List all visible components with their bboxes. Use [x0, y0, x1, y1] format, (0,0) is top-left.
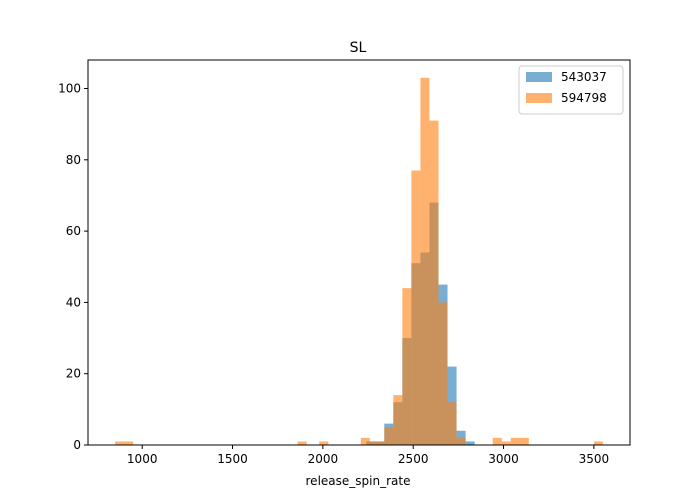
legend: 543037 594798: [518, 65, 624, 115]
histogram-bar-series-1-bin-6: [384, 427, 394, 445]
histogram-bar-series-1-bin-5: [375, 441, 385, 445]
histogram-bar-series-1-bin-16: [501, 441, 511, 445]
histogram-bar-series-1-bin-2: [319, 441, 329, 445]
y-tick-label: 60: [66, 224, 81, 238]
histogram-bar-series-1-bin-12: [438, 302, 448, 445]
legend-swatch-0: [526, 72, 552, 82]
histogram-bar-series-0-bin-11: [465, 441, 475, 445]
x-tick-label: 2000: [308, 452, 339, 466]
y-tick-label: 80: [66, 153, 81, 167]
x-tick-label: 1500: [217, 452, 248, 466]
histogram-bar-series-1-bin-11: [429, 120, 439, 445]
chart-title: SL: [350, 40, 367, 56]
histogram-bar-series-1-bin-13: [447, 402, 457, 445]
y-tick-label: 100: [58, 82, 81, 96]
histogram-bar-series-1-bin-7: [393, 395, 403, 445]
y-tick-label: 20: [66, 367, 81, 381]
legend-items: 543037 594798: [526, 70, 607, 105]
legend-swatch-1: [526, 93, 552, 103]
y-tick-label: 40: [66, 295, 81, 309]
legend-label-1: 594798: [561, 91, 607, 105]
bars-layer: [115, 77, 603, 446]
histogram-bar-series-1-bin-14: [456, 437, 466, 445]
x-tick-label: 1000: [127, 452, 158, 466]
histogram-bar-series-1-bin-15: [492, 437, 502, 445]
legend-label-0: 543037: [561, 70, 607, 84]
histogram-bar-series-1-bin-3: [360, 437, 370, 445]
histogram-bar-series-1-bin-0: [115, 441, 134, 445]
x-axis-ticks: 1000 1500 2000 2500 3000 3500: [127, 445, 609, 466]
y-tick-label: 0: [73, 438, 81, 452]
plot-frame: [87, 59, 631, 446]
x-tick-label: 2500: [398, 452, 429, 466]
x-tick-label: 3500: [579, 452, 610, 466]
histogram-bar-series-1-bin-4: [369, 441, 376, 445]
histogram-bar-series-1-bin-10: [420, 77, 430, 446]
histogram-bar-series-1-bin-18: [593, 441, 603, 445]
histogram-bar-series-1-bin-8: [402, 288, 412, 445]
y-axis-ticks: 0 20 40 60 80 100: [58, 82, 88, 452]
histogram-bar-series-1-bin-9: [411, 170, 421, 445]
histogram-bar-series-1-bin-1: [297, 441, 307, 445]
histogram-bar-series-1-bin-17: [510, 437, 529, 445]
x-axis-label: release_spin_rate: [306, 474, 411, 488]
x-tick-label: 3000: [488, 452, 519, 466]
